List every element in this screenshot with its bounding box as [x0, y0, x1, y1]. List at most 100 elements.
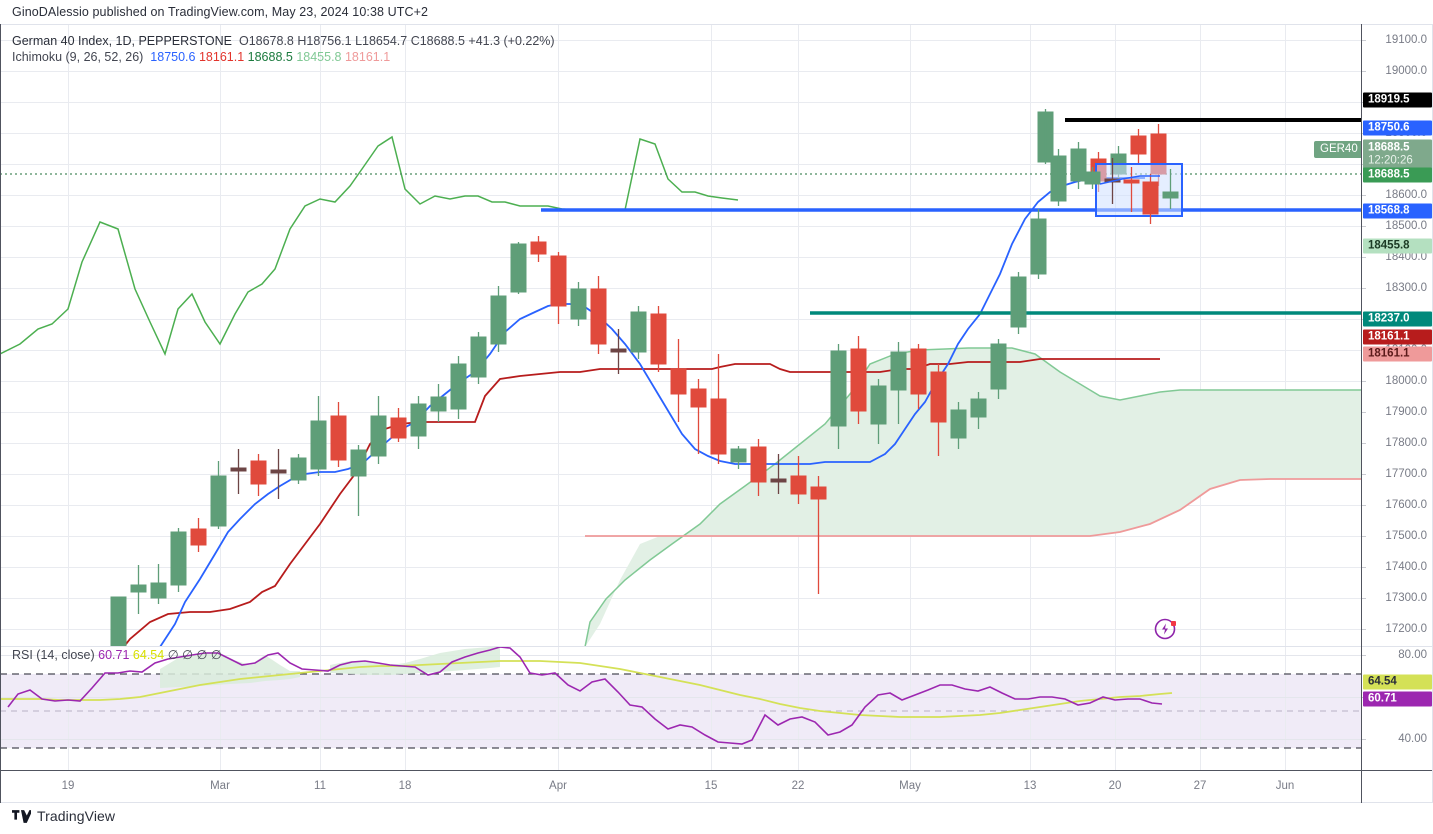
countdown-timer: 12:20:26: [1368, 154, 1413, 167]
countdown-label[interactable]: 18688.5 12:20:26: [1363, 139, 1432, 171]
price-pane[interactable]: GER40: [0, 24, 1364, 647]
publisher-caption: GinoDAlessio published on TradingView.co…: [12, 5, 429, 19]
time-axis-bottom-border: [0, 802, 1433, 803]
rsi-line: [7, 647, 1163, 745]
senkou-b-label[interactable]: 18161.1: [1363, 346, 1432, 362]
tick-mark: [1361, 226, 1366, 227]
support-line-label[interactable]: 18568.8: [1363, 203, 1432, 219]
tick-mark: [1361, 536, 1366, 537]
legend-senkou-a-value: 18455.8: [296, 50, 342, 64]
price-tick: 17200.0: [1385, 623, 1427, 635]
price-tick: 17300.0: [1385, 592, 1427, 604]
legend-open: O18678.8: [238, 34, 294, 48]
kijun-label[interactable]: 18161.1: [1363, 329, 1432, 345]
rsi-value-label[interactable]: 60.71: [1363, 691, 1432, 707]
left-border: [0, 24, 1, 803]
rsi-legend-value: 60.71: [98, 648, 130, 662]
symbol-tag[interactable]: GER40: [1314, 141, 1364, 158]
price-tick: 17700.0: [1385, 468, 1427, 480]
top-separator: [0, 24, 1433, 25]
legend-change: +41.3 (+0.22%): [468, 34, 555, 48]
legend-chikou-value: 18688.5: [247, 50, 293, 64]
legend-symbol[interactable]: German 40 Index, 1D, PEPPERSTONE: [12, 34, 233, 48]
tick-mark: [1361, 567, 1366, 568]
selected-candles: [1084, 158, 1179, 224]
time-tick: 22: [791, 780, 805, 792]
time-tick: 19: [61, 780, 75, 792]
rsi-legend-empty-1: ∅: [167, 648, 179, 662]
price-tick: 18600.0: [1385, 189, 1427, 201]
rsi-ma-line: [0, 660, 1173, 718]
selection-box[interactable]: [1095, 163, 1183, 217]
rsi-legend-empty-2: ∅: [182, 648, 193, 662]
last-price-label[interactable]: 18688.5: [1363, 167, 1432, 183]
price-tick: 17600.0: [1385, 499, 1427, 511]
rsi-legend-empty-4: ∅: [210, 648, 222, 662]
tick-mark: [1361, 288, 1366, 289]
senkou-a-label[interactable]: 18455.8: [1363, 238, 1432, 254]
trendline-label[interactable]: 18237.0: [1363, 311, 1432, 327]
price-legend: German 40 Index, 1D, PEPPERSTONE O18678.…: [12, 33, 555, 65]
tick-mark: [1361, 655, 1366, 656]
tick-mark: [1361, 505, 1366, 506]
price-tick: 18400.0: [1385, 251, 1427, 263]
rsi-legend-empty-3: ∅: [196, 648, 208, 662]
legend-indicator-name[interactable]: Ichimoku: [12, 50, 63, 64]
time-tick: 11: [314, 780, 326, 792]
rsi-legend: RSI (14, close) 60.71 64.54 ∅ ∅ ∅ ∅: [12, 647, 222, 663]
price-tick: 17800.0: [1385, 437, 1427, 449]
tick-mark: [1361, 257, 1366, 258]
ichimoku-cloud: [585, 348, 1361, 647]
rsi-tick: 40.00: [1398, 733, 1427, 745]
rsi-chart-canvas: [0, 647, 1361, 771]
footer-branding[interactable]: TradingView: [12, 808, 115, 824]
tradingview-logo-icon: [12, 809, 31, 823]
price-axis[interactable]: 19100.0 19000.0 18900.0 18800.0 18700.0 …: [1361, 24, 1433, 647]
tick-mark: [1361, 739, 1366, 740]
time-tick: 20: [1108, 780, 1122, 792]
legend-tenkan-value: 18750.6: [150, 50, 196, 64]
tenkan-sen-line: [159, 177, 1145, 647]
price-tick: 17400.0: [1385, 561, 1427, 573]
price-axis-border: [1361, 24, 1362, 803]
recent-candles: [1037, 109, 1054, 164]
price-chart-canvas: [0, 24, 1361, 647]
price-tick: 17500.0: [1385, 530, 1427, 542]
tick-mark: [1361, 629, 1366, 630]
time-tick: May: [899, 780, 921, 792]
time-axis-top-border: [0, 770, 1433, 771]
legend-close: C18688.5: [410, 34, 465, 48]
legend-senkou-b-value: 18161.1: [344, 50, 391, 64]
vertical-gridlines: [68, 24, 1286, 647]
rsi-ma-label[interactable]: 64.54: [1363, 674, 1432, 690]
rsi-legend-ma: 64.54: [132, 648, 165, 662]
time-tick: Apr: [549, 780, 567, 792]
resistance-line-label[interactable]: 18919.5: [1363, 92, 1432, 108]
rsi-pane[interactable]: RSI (14, close) 60.71 64.54 ∅ ∅ ∅ ∅: [0, 647, 1361, 771]
time-axis[interactable]: 19 Mar 11 18 Apr 15 22 May 13 20 27 Jun: [0, 771, 1433, 803]
lightning-badge-icon[interactable]: [1153, 616, 1177, 640]
legend-kijun-value: 18161.1: [198, 50, 245, 64]
candlestick-series: [110, 124, 1167, 647]
kijun-sen-line: [122, 358, 1160, 647]
tick-mark: [1361, 40, 1366, 41]
tenkan-label[interactable]: 18750.6: [1363, 120, 1432, 136]
rsi-axis[interactable]: 80.00 40.00 64.54 60.71: [1361, 647, 1433, 771]
price-tick: 17900.0: [1385, 406, 1427, 418]
time-tick: Mar: [210, 780, 230, 792]
legend-indicator-params: (9, 26, 52, 26): [65, 50, 144, 64]
time-tick: 15: [704, 780, 718, 792]
tick-mark: [1361, 381, 1366, 382]
senkou-span-b-line: [585, 478, 1361, 537]
pane-separator: [0, 646, 1433, 647]
countdown-price: 18688.5: [1368, 141, 1410, 154]
price-tick: 19100.0: [1385, 34, 1427, 46]
time-tick: 18: [398, 780, 412, 792]
time-tick: Jun: [1275, 780, 1295, 792]
tick-mark: [1361, 71, 1366, 72]
price-tick: 19000.0: [1385, 65, 1427, 77]
tick-mark: [1361, 412, 1366, 413]
chikou-span-line: [0, 135, 739, 357]
tick-mark: [1361, 474, 1366, 475]
